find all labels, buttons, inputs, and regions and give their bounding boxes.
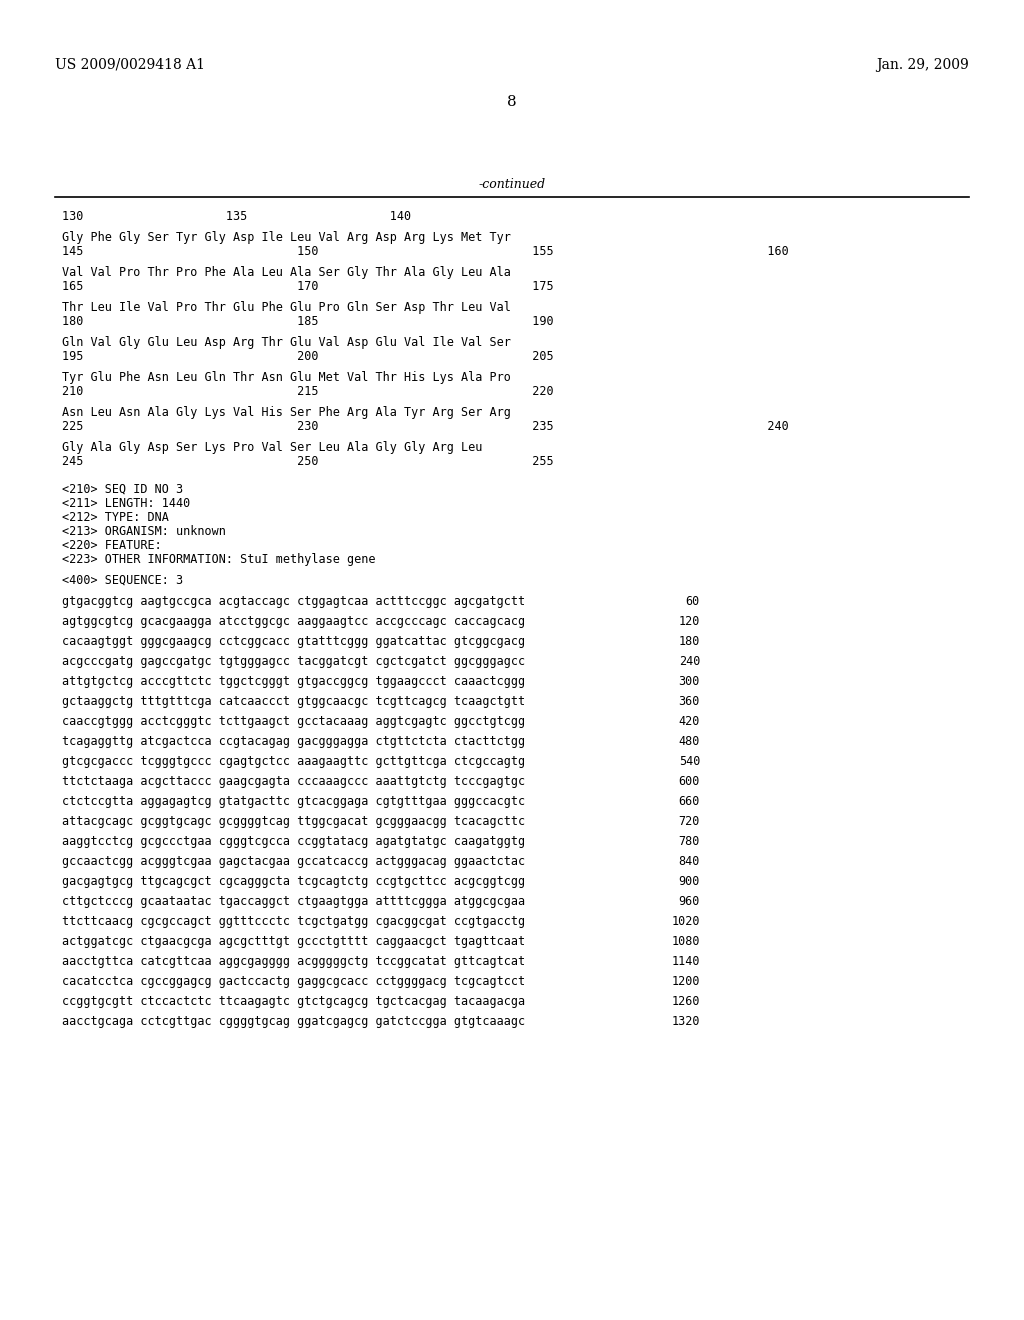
Text: Gly Ala Gly Asp Ser Lys Pro Val Ser Leu Ala Gly Gly Arg Leu: Gly Ala Gly Asp Ser Lys Pro Val Ser Leu …: [62, 441, 482, 454]
Text: 360: 360: [679, 696, 700, 708]
Text: gctaaggctg tttgtttcga catcaaccct gtggcaacgc tcgttcagcg tcaagctgtt: gctaaggctg tttgtttcga catcaaccct gtggcaa…: [62, 696, 525, 708]
Text: 8: 8: [507, 95, 517, 110]
Text: 165                              170                              175: 165 170 175: [62, 280, 554, 293]
Text: 60: 60: [686, 595, 700, 609]
Text: 130                    135                    140: 130 135 140: [62, 210, 411, 223]
Text: 1020: 1020: [672, 915, 700, 928]
Text: agtggcgtcg gcacgaagga atcctggcgc aaggaagtcc accgcccagc caccagcacg: agtggcgtcg gcacgaagga atcctggcgc aaggaag…: [62, 615, 525, 628]
Text: <212> TYPE: DNA: <212> TYPE: DNA: [62, 511, 169, 524]
Text: 1200: 1200: [672, 975, 700, 987]
Text: 540: 540: [679, 755, 700, 768]
Text: Gln Val Gly Glu Leu Asp Arg Thr Glu Val Asp Glu Val Ile Val Ser: Gln Val Gly Glu Leu Asp Arg Thr Glu Val …: [62, 337, 511, 348]
Text: Jan. 29, 2009: Jan. 29, 2009: [877, 58, 969, 73]
Text: caaccgtggg acctcgggtc tcttgaagct gcctacaaag aggtcgagtc ggcctgtcgg: caaccgtggg acctcgggtc tcttgaagct gcctaca…: [62, 715, 525, 729]
Text: gccaactcgg acgggtcgaa gagctacgaa gccatcaccg actgggacag ggaactctac: gccaactcgg acgggtcgaa gagctacgaa gccatca…: [62, 855, 525, 869]
Text: aaggtcctcg gcgccctgaa cgggtcgcca ccggtatacg agatgtatgc caagatggtg: aaggtcctcg gcgccctgaa cgggtcgcca ccggtat…: [62, 836, 525, 847]
Text: aacctgcaga cctcgttgac cggggtgcag ggatcgagcg gatctccgga gtgtcaaagc: aacctgcaga cctcgttgac cggggtgcag ggatcga…: [62, 1015, 525, 1028]
Text: aacctgttca catcgttcaa aggcgagggg acgggggctg tccggcatat gttcagtcat: aacctgttca catcgttcaa aggcgagggg acggggg…: [62, 954, 525, 968]
Text: Gly Phe Gly Ser Tyr Gly Asp Ile Leu Val Arg Asp Arg Lys Met Tyr: Gly Phe Gly Ser Tyr Gly Asp Ile Leu Val …: [62, 231, 511, 244]
Text: cacatcctca cgccggagcg gactccactg gaggcgcacc cctggggacg tcgcagtcct: cacatcctca cgccggagcg gactccactg gaggcgc…: [62, 975, 525, 987]
Text: 720: 720: [679, 814, 700, 828]
Text: Val Val Pro Thr Pro Phe Ala Leu Ala Ser Gly Thr Ala Gly Leu Ala: Val Val Pro Thr Pro Phe Ala Leu Ala Ser …: [62, 267, 511, 279]
Text: -continued: -continued: [478, 178, 546, 191]
Text: 660: 660: [679, 795, 700, 808]
Text: 120: 120: [679, 615, 700, 628]
Text: cacaagtggt gggcgaagcg cctcggcacc gtatttcggg ggatcattac gtcggcgacg: cacaagtggt gggcgaagcg cctcggcacc gtatttc…: [62, 635, 525, 648]
Text: US 2009/0029418 A1: US 2009/0029418 A1: [55, 58, 205, 73]
Text: attgtgctcg acccgttctc tggctcgggt gtgaccggcg tggaagccct caaactcggg: attgtgctcg acccgttctc tggctcgggt gtgaccg…: [62, 675, 525, 688]
Text: Tyr Glu Phe Asn Leu Gln Thr Asn Glu Met Val Thr His Lys Ala Pro: Tyr Glu Phe Asn Leu Gln Thr Asn Glu Met …: [62, 371, 511, 384]
Text: <210> SEQ ID NO 3: <210> SEQ ID NO 3: [62, 483, 183, 496]
Text: 195                              200                              205: 195 200 205: [62, 350, 554, 363]
Text: <213> ORGANISM: unknown: <213> ORGANISM: unknown: [62, 525, 226, 539]
Text: actggatcgc ctgaacgcga agcgctttgt gccctgtttt caggaacgct tgagttcaat: actggatcgc ctgaacgcga agcgctttgt gccctgt…: [62, 935, 525, 948]
Text: 145                              150                              155           : 145 150 155: [62, 246, 788, 257]
Text: Thr Leu Ile Val Pro Thr Glu Phe Glu Pro Gln Ser Asp Thr Leu Val: Thr Leu Ile Val Pro Thr Glu Phe Glu Pro …: [62, 301, 511, 314]
Text: <211> LENGTH: 1440: <211> LENGTH: 1440: [62, 498, 190, 510]
Text: gtgacggtcg aagtgccgca acgtaccagc ctggagtcaa actttccggc agcgatgctt: gtgacggtcg aagtgccgca acgtaccagc ctggagt…: [62, 595, 525, 609]
Text: Asn Leu Asn Ala Gly Lys Val His Ser Phe Arg Ala Tyr Arg Ser Arg: Asn Leu Asn Ala Gly Lys Val His Ser Phe …: [62, 407, 511, 418]
Text: <223> OTHER INFORMATION: StuI methylase gene: <223> OTHER INFORMATION: StuI methylase …: [62, 553, 376, 566]
Text: 900: 900: [679, 875, 700, 888]
Text: 780: 780: [679, 836, 700, 847]
Text: 240: 240: [679, 655, 700, 668]
Text: 180: 180: [679, 635, 700, 648]
Text: 480: 480: [679, 735, 700, 748]
Text: acgcccgatg gagccgatgc tgtgggagcc tacggatcgt cgctcgatct ggcgggagcc: acgcccgatg gagccgatgc tgtgggagcc tacggat…: [62, 655, 525, 668]
Text: 1080: 1080: [672, 935, 700, 948]
Text: ctctccgtta aggagagtcg gtatgacttc gtcacggaga cgtgtttgaa gggccacgtc: ctctccgtta aggagagtcg gtatgacttc gtcacgg…: [62, 795, 525, 808]
Text: ttcttcaacg cgcgccagct ggtttccctc tcgctgatgg cgacggcgat ccgtgacctg: ttcttcaacg cgcgccagct ggtttccctc tcgctga…: [62, 915, 525, 928]
Text: <220> FEATURE:: <220> FEATURE:: [62, 539, 162, 552]
Text: 210                              215                              220: 210 215 220: [62, 385, 554, 399]
Text: gacgagtgcg ttgcagcgct cgcagggcta tcgcagtctg ccgtgcttcc acgcggtcgg: gacgagtgcg ttgcagcgct cgcagggcta tcgcagt…: [62, 875, 525, 888]
Text: 1320: 1320: [672, 1015, 700, 1028]
Text: <400> SEQUENCE: 3: <400> SEQUENCE: 3: [62, 574, 183, 587]
Text: ttctctaaga acgcttaccc gaagcgagta cccaaagccc aaattgtctg tcccgagtgc: ttctctaaga acgcttaccc gaagcgagta cccaaag…: [62, 775, 525, 788]
Text: 225                              230                              235           : 225 230 235: [62, 420, 788, 433]
Text: 1260: 1260: [672, 995, 700, 1008]
Text: gtcgcgaccc tcgggtgccc cgagtgctcc aaagaagttc gcttgttcga ctcgccagtg: gtcgcgaccc tcgggtgccc cgagtgctcc aaagaag…: [62, 755, 525, 768]
Text: 600: 600: [679, 775, 700, 788]
Text: 245                              250                              255: 245 250 255: [62, 455, 554, 469]
Text: 840: 840: [679, 855, 700, 869]
Text: 180                              185                              190: 180 185 190: [62, 315, 554, 327]
Text: ccggtgcgtt ctccactctc ttcaagagtc gtctgcagcg tgctcacgag tacaagacga: ccggtgcgtt ctccactctc ttcaagagtc gtctgca…: [62, 995, 525, 1008]
Text: 420: 420: [679, 715, 700, 729]
Text: cttgctcccg gcaataatac tgaccaggct ctgaagtgga attttcggga atggcgcgaa: cttgctcccg gcaataatac tgaccaggct ctgaagt…: [62, 895, 525, 908]
Text: 960: 960: [679, 895, 700, 908]
Text: 1140: 1140: [672, 954, 700, 968]
Text: tcagaggttg atcgactcca ccgtacagag gacgggagga ctgttctcta ctacttctgg: tcagaggttg atcgactcca ccgtacagag gacggga…: [62, 735, 525, 748]
Text: 300: 300: [679, 675, 700, 688]
Text: attacgcagc gcggtgcagc gcggggtcag ttggcgacat gcgggaacgg tcacagcttc: attacgcagc gcggtgcagc gcggggtcag ttggcga…: [62, 814, 525, 828]
